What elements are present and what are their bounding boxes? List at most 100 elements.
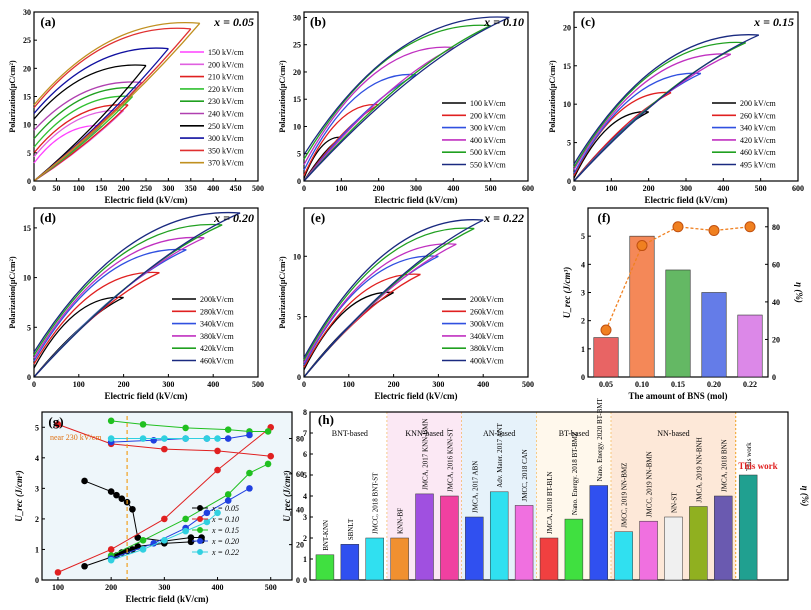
y-tick-label: 15: [563, 62, 571, 71]
pe-loop-charge: [573, 42, 746, 182]
x-tick-label: 200: [105, 583, 117, 592]
y2-tick-label: 40: [296, 505, 304, 514]
pe-loop-charge: [33, 249, 187, 378]
urec-marker: [161, 515, 168, 523]
y-tick-label: 25: [293, 41, 301, 50]
y2-tick-label: 0: [772, 373, 776, 382]
y-tick-label: 4: [35, 454, 39, 463]
bar: [365, 537, 384, 581]
x-tick-label: 300: [162, 380, 174, 389]
y-tick-label: 5: [297, 313, 301, 322]
panel-composition: x = 0.15: [753, 15, 794, 29]
y2-tick-label: 80: [772, 223, 780, 232]
x-tick-label: 300: [158, 583, 170, 592]
eta-marker: [600, 324, 612, 336]
bar-urec: [701, 292, 727, 378]
pe-loop-charge: [303, 74, 417, 182]
legend-label: 400 kV/cm: [470, 136, 507, 145]
urec-marker: [107, 546, 115, 553]
y2-tick-label: 60: [772, 260, 780, 269]
y-axis-label: Polarization(μC/cm²): [8, 256, 17, 329]
eta-marker: [129, 505, 136, 513]
x-tick-label: 0: [572, 184, 576, 193]
eta-marker: [246, 431, 253, 439]
x-tick-label: 0: [302, 184, 306, 193]
x-tick-label: 400: [212, 583, 224, 592]
eta-marker: [203, 435, 211, 442]
pe-loop-discharge: [573, 111, 649, 179]
x-tick-label: 0.10: [635, 380, 649, 389]
y-tick-label: 3: [581, 289, 585, 298]
y-tick-label: 5: [567, 139, 571, 148]
legend-label: 230 kV/cm: [208, 97, 245, 106]
y-tick-label: 0: [297, 177, 301, 186]
plot-frame: [303, 207, 529, 378]
x-tick-label: 200: [118, 380, 130, 389]
x-axis-label: The amount of BNS (mol): [628, 391, 727, 401]
y2-tick-label: 20: [296, 541, 304, 550]
eta-marker: [187, 534, 195, 541]
legend-marker: [197, 538, 203, 544]
y-tick-label: 2: [581, 317, 585, 326]
legend-label: 420 kV/cm: [740, 136, 777, 145]
legend-label: 420kV/cm: [200, 344, 235, 353]
pe-loop-discharge: [303, 73, 417, 171]
x-tick-label: 150: [95, 184, 107, 193]
panel-a: 0 50 100 150 200 250 300 350 400 450 500 0 5 10 15 20 25…: [8, 8, 264, 205]
y-tick-label: 10: [293, 252, 301, 261]
x-tick-label: 400: [207, 380, 219, 389]
x-tick-label: 200: [118, 184, 130, 193]
legend-label: x = 0.10: [211, 515, 239, 524]
y-tick-label: 2: [35, 515, 39, 524]
x-axis-label: Electric field (kV/cm): [105, 195, 188, 205]
bar: [589, 485, 609, 581]
bar: [514, 505, 534, 581]
x-tick-label: 350: [185, 184, 197, 193]
y-tick-label: 2: [303, 534, 307, 543]
urec-line: [110, 487, 250, 560]
panel-c: 0 100 200 300 400 500 600 0 5 10 15 20 (c) x = 0.15 El…: [548, 11, 804, 205]
urec-marker: [182, 527, 189, 535]
y-tick-label: 25: [23, 36, 31, 45]
y-tick-label: 15: [23, 93, 31, 102]
y-tick-label: 5: [303, 471, 307, 480]
pe-loop-discharge: [303, 16, 510, 156]
pe-loop-charge: [573, 72, 702, 182]
legend-label: 200kV/cm: [200, 295, 235, 304]
x-tick-label: 200: [373, 184, 385, 193]
x-axis-label: Electric field (kV/cm): [645, 195, 728, 205]
urec-marker: [54, 569, 62, 576]
legend-label: 210 kV/cm: [208, 73, 245, 82]
legend-label: 460kV/cm: [200, 357, 235, 366]
bar-label: JMCC, 2019 NN-BMZ: [621, 463, 629, 528]
bar-label: JMCA, 2018 BNN: [720, 439, 728, 492]
pe-loop-discharge: [303, 46, 454, 165]
x-tick-label: 400: [207, 184, 219, 193]
x-tick-label: 300: [680, 184, 692, 193]
pe-loop-charge: [303, 25, 491, 182]
bar: [440, 495, 459, 581]
eta-marker: [139, 435, 147, 442]
legend-label: 300kV/cm: [470, 320, 505, 329]
y-tick-label: 0: [27, 373, 31, 382]
bar-label: JMCA, 2018 BT-BLN: [546, 471, 554, 534]
panel-d: 0 100 200 300 400 500 0 5 10 15 (d) x = 0.20 Electri…: [8, 207, 264, 401]
y2-tick-label: 0: [296, 576, 300, 585]
pe-loop-discharge: [573, 53, 731, 170]
legend-marker: [197, 505, 203, 511]
legend-label: 400kV/cm: [470, 357, 505, 366]
legend-label: 300 kV/cm: [470, 124, 507, 133]
pe-loop-discharge: [33, 109, 124, 158]
bar-urec: [737, 314, 763, 378]
y-tick-label: 0: [567, 177, 571, 186]
pe-loop-discharge: [573, 91, 672, 176]
legend-label: 200 kV/cm: [740, 99, 777, 108]
pe-loop-discharge: [33, 87, 138, 140]
legend-label: 380kV/cm: [200, 332, 235, 341]
eta-marker: [744, 221, 756, 233]
bar: [340, 544, 360, 581]
eta-marker: [118, 495, 126, 502]
x-tick-label: 500: [252, 380, 264, 389]
y-axis-label: U_rec (J/cm³): [282, 470, 292, 521]
eta-marker: [134, 534, 142, 541]
